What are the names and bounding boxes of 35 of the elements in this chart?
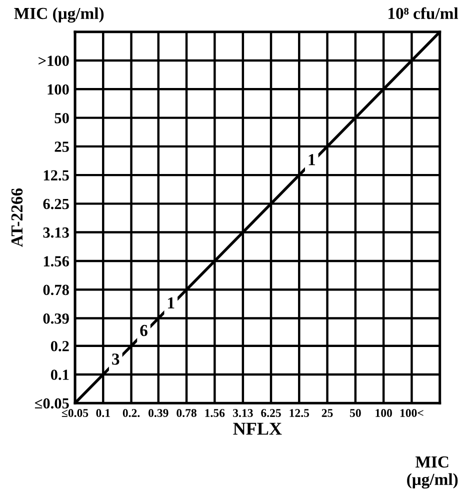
annotation: 1 [168,297,174,308]
x-tick-label: 50 [350,409,361,417]
x-tick-label: 100< [400,409,424,417]
x-tick-label: 12.5 [290,409,310,418]
text: 10⁸ cfu/ml [388,7,458,20]
y-tick-label: 1.56 [44,256,70,267]
x-tick-label: 3.13 [233,409,253,418]
y-tick-label: 0.2 [50,340,69,352]
x-tick-label: 0.39 [148,409,168,418]
y-tick-label: 50 [54,112,69,124]
y-tick-label: 0.78 [43,284,69,296]
text: MIC (μg/ml) [14,7,104,23]
x-tick-label: 0.2. [122,409,140,418]
annotation: 3 [112,354,120,365]
y-tick-label: 100 [48,84,69,95]
x-tick-label: 0.1 [96,409,110,418]
y-tick-label: 6.25 [43,198,69,210]
y-tick-label: 0.39 [43,313,69,324]
y-tick-label: 3.13 [43,227,69,238]
y-tick-label: 0.1 [50,370,69,380]
annotation: 1 [308,154,315,166]
x-tick-label: 25 [322,409,333,417]
x-tick-label: 100 [376,409,392,417]
y-tick-label: ≤0.05 [34,398,69,409]
x-axis-title: NFLX [233,422,282,435]
text: MIC (μg/ml) [407,456,458,489]
y-tick-label: 25 [54,142,69,152]
y-axis-title: AT-2266 [11,188,23,247]
annotation: 6 [140,324,148,336]
y-tick-label: >100 [38,56,69,66]
x-tick-label: 0.78 [176,409,196,418]
y-tick-label: 12.5 [44,170,69,181]
x-tick-label: 6.25 [261,409,281,418]
x-tick-label: ≤0.05 [62,409,88,418]
x-tick-label: 1.56 [205,409,225,418]
